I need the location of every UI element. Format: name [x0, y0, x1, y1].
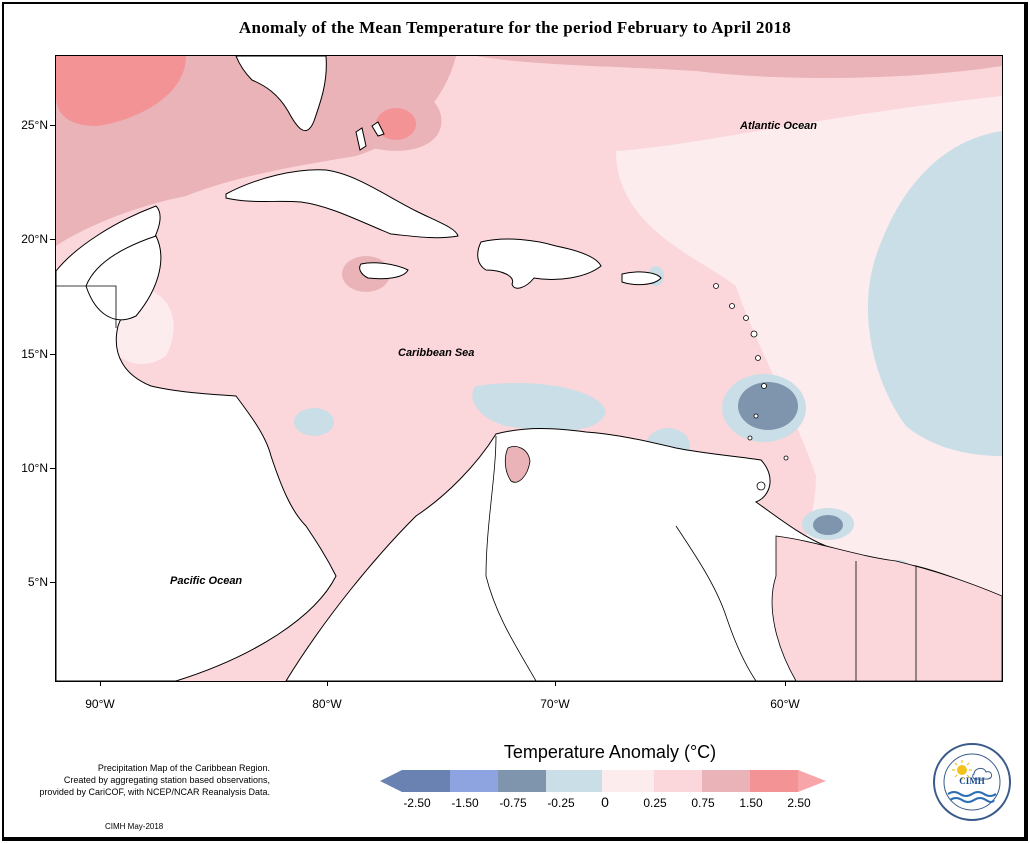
lat-tick-15n: [50, 354, 55, 355]
lon-tick-70w: [555, 681, 556, 686]
borders-group: [56, 285, 917, 681]
legend-label-pos-075: 0.75: [691, 796, 715, 810]
map-panel: [55, 55, 1003, 682]
lat-label-20n: 20°N: [21, 232, 48, 246]
lon-tick-90w: [100, 681, 101, 686]
sun-rays-icon: [952, 760, 972, 780]
legend-swatch-pos-0-025: [602, 770, 654, 792]
lat-label-25n: 25°N: [21, 118, 48, 132]
lon-label-80w: 80°W: [312, 697, 342, 711]
cimh-logo: [933, 743, 1011, 821]
legend-label-neg-250: -2.50: [403, 796, 431, 810]
field-core-barbados: [738, 382, 798, 430]
lon-label-90w: 90°W: [85, 697, 115, 711]
atlantic-ocean-label: Atlantic Ocean: [740, 120, 818, 132]
legend-colorbar: [380, 770, 826, 792]
description-line-3: provided by CariCOF, with NCEP/NCAR Rean…: [39, 787, 270, 797]
legend-label-zero: 0: [601, 794, 609, 810]
land-bahamas-2: [355, 127, 367, 151]
field-core-guyana: [813, 515, 843, 535]
border-col-ven: [485, 435, 537, 681]
legend-swatch-neg-150-075: [450, 770, 498, 792]
legend-swatch-lt-neg-250: [380, 770, 402, 792]
legend-swatch-neg-075-025: [498, 770, 546, 792]
lesser-antilles-group: [713, 283, 789, 491]
legend-label-pos-250: 2.50: [787, 796, 811, 810]
description-line-1: Precipitation Map of the Caribbean Regio…: [97, 763, 270, 773]
legend-swatch-gt-250: [798, 770, 826, 792]
legend-swatch-neg-250-150: [402, 770, 450, 792]
land-florida: [235, 56, 327, 132]
field-cool-abc: [472, 383, 606, 431]
credit-text: CIMH May-2018: [105, 822, 164, 831]
legend-title: Temperature Anomaly (°C): [503, 742, 717, 762]
lon-tick-60w: [785, 681, 786, 686]
legend-swatch-pos-150-250: [750, 770, 798, 792]
legend-swatch-pos-025-075: [654, 770, 702, 792]
land-yucatan: [85, 235, 162, 321]
description-line-2: Created by aggregating station based obs…: [63, 775, 270, 785]
lon-label-60w: 60°W: [770, 697, 800, 711]
map-svg: [56, 56, 1002, 681]
field-hot-bahamas: [376, 108, 416, 140]
field-cool-atlantic: [867, 131, 1002, 456]
legend-label-neg-025: -0.25: [547, 796, 575, 810]
border-ven-bra: [675, 525, 757, 681]
lat-tick-20n: [50, 239, 55, 240]
lat-tick-10n: [50, 468, 55, 469]
lat-tick-5n: [50, 582, 55, 583]
lat-label-15n: 15°N: [21, 347, 48, 361]
land-bahamas-1: [371, 121, 385, 137]
field-hot-nw: [56, 56, 186, 126]
legend-label-pos-025: 0.25: [643, 796, 667, 810]
land-jamaica: [359, 262, 409, 280]
sun-icon: [957, 765, 967, 775]
legend-swatch-neg-025-0: [546, 770, 602, 792]
field-warm-north: [476, 56, 1002, 78]
land-puerto-rico: [621, 271, 662, 286]
lon-tick-80w: [327, 681, 328, 686]
caribbean-sea-label: Caribbean Sea: [398, 347, 475, 359]
lat-label-10n: 10°N: [21, 461, 48, 475]
lat-label-5n: 5°N: [27, 575, 48, 589]
lon-label-70w: 70°W: [540, 697, 570, 711]
waves-icon: [947, 791, 997, 803]
description-note: Precipitation Map of the Caribbean Regio…: [8, 762, 270, 798]
land-cuba: [225, 169, 459, 239]
border-mex-gua: [56, 285, 117, 328]
cimh-logo-text: CIMH: [959, 776, 985, 786]
field-lake-maracaibo: [504, 446, 531, 483]
lat-tick-25n: [50, 125, 55, 126]
legend-label-pos-150: 1.50: [739, 796, 763, 810]
field-land-guianas: [771, 535, 1002, 681]
pacific-ocean-label: Pacific Ocean: [170, 575, 243, 587]
land-hispaniola: [477, 238, 602, 289]
legend-label-neg-150: -1.50: [451, 796, 479, 810]
legend-label-neg-075: -0.75: [499, 796, 527, 810]
cloud-icon: [972, 767, 993, 780]
land-central-america: [56, 205, 337, 681]
map-title: Anomaly of the Mean Temperature for the …: [238, 18, 792, 37]
field-cool-central: [294, 408, 334, 436]
legend-swatch-pos-075-150: [702, 770, 750, 792]
